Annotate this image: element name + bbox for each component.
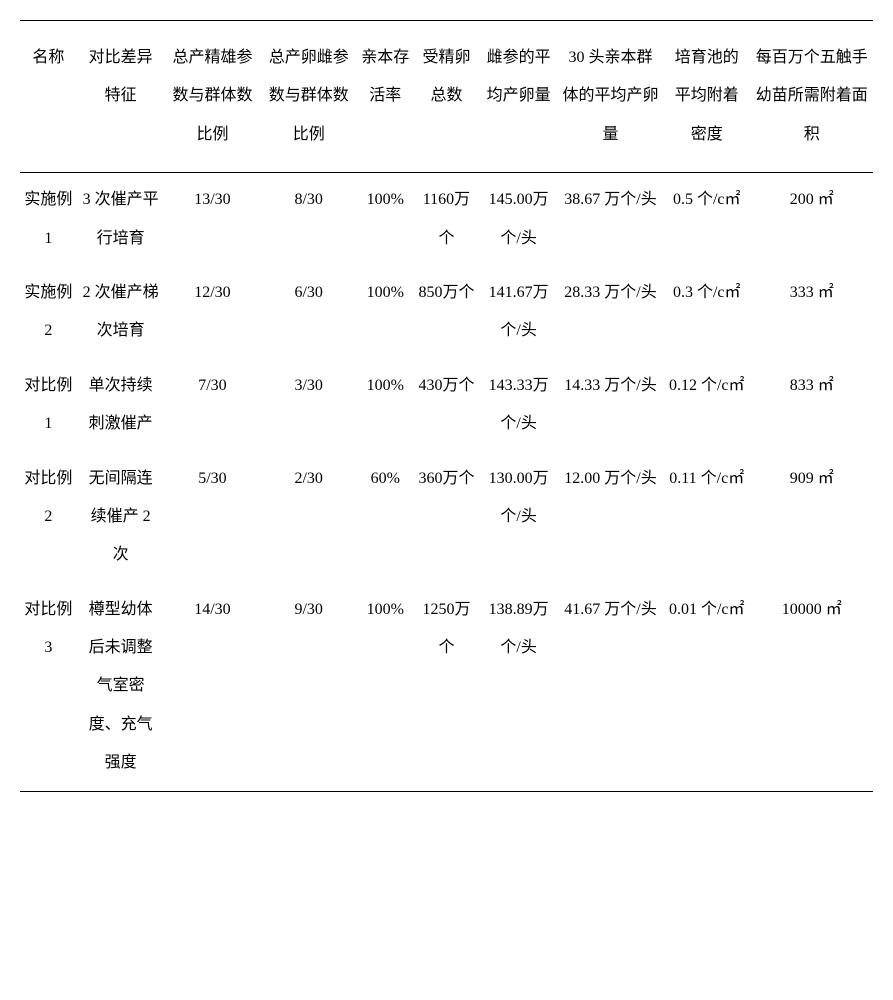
cell-groupAvgEggs: 38.67 万个/头	[558, 173, 663, 266]
cell-totalEggs: 360万个	[414, 452, 480, 583]
column-header-name: 名称	[20, 21, 77, 173]
cell-feature: 樽型幼体后未调整气室密度、充气强度	[77, 583, 164, 791]
column-header-femaleRatio: 总产卵雌参数与群体数比例	[261, 21, 357, 173]
cell-femaleRatio: 3/30	[261, 359, 357, 452]
column-header-groupAvgEggs: 30 头亲本群体的平均产卵量	[558, 21, 663, 173]
cell-survivalRate: 100%	[357, 266, 414, 359]
cell-name: 对比例 3	[20, 583, 77, 791]
cell-maleRatio: 14/30	[164, 583, 260, 791]
column-header-totalEggs: 受精卵总数	[414, 21, 480, 173]
cell-avgFemaleEggs: 145.00万个/头	[479, 173, 558, 266]
table-row: 对比例 3樽型幼体后未调整气室密度、充气强度14/309/30100%1250万…	[20, 583, 873, 791]
cell-avgFemaleEggs: 130.00万个/头	[479, 452, 558, 583]
cell-maleRatio: 5/30	[164, 452, 260, 583]
cell-avgFemaleEggs: 138.89万个/头	[479, 583, 558, 791]
cell-survivalRate: 100%	[357, 359, 414, 452]
cell-feature: 2 次催产梯次培育	[77, 266, 164, 359]
cell-name: 对比例 2	[20, 452, 77, 583]
table-row: 实施例 13 次催产平行培育13/308/30100%1160万个145.00万…	[20, 173, 873, 266]
column-header-areaPerMillion: 每百万个五触手幼苗所需附着面积	[750, 21, 873, 173]
cell-totalEggs: 430万个	[414, 359, 480, 452]
cell-name: 对比例 1	[20, 359, 77, 452]
cell-femaleRatio: 6/30	[261, 266, 357, 359]
cell-groupAvgEggs: 14.33 万个/头	[558, 359, 663, 452]
column-header-maleRatio: 总产精雄参数与群体数比例	[164, 21, 260, 173]
table-row: 实施例 22 次催产梯次培育12/306/30100%850万个141.67万个…	[20, 266, 873, 359]
cell-survivalRate: 100%	[357, 583, 414, 791]
cell-maleRatio: 12/30	[164, 266, 260, 359]
cell-groupAvgEggs: 28.33 万个/头	[558, 266, 663, 359]
cell-femaleRatio: 2/30	[261, 452, 357, 583]
cell-name: 实施例 1	[20, 173, 77, 266]
cell-areaPerMillion: 10000 ㎡	[750, 583, 873, 791]
cell-femaleRatio: 9/30	[261, 583, 357, 791]
cell-attachDensity: 0.11 个/c㎡	[663, 452, 750, 583]
column-header-survivalRate: 亲本存活率	[357, 21, 414, 173]
cell-avgFemaleEggs: 143.33万个/头	[479, 359, 558, 452]
cell-feature: 单次持续刺激催产	[77, 359, 164, 452]
cell-groupAvgEggs: 41.67 万个/头	[558, 583, 663, 791]
cell-totalEggs: 1250万个	[414, 583, 480, 791]
cell-maleRatio: 7/30	[164, 359, 260, 452]
cell-attachDensity: 0.12 个/c㎡	[663, 359, 750, 452]
cell-attachDensity: 0.01 个/c㎡	[663, 583, 750, 791]
cell-areaPerMillion: 333 ㎡	[750, 266, 873, 359]
cell-areaPerMillion: 200 ㎡	[750, 173, 873, 266]
column-header-attachDensity: 培育池的平均附着密度	[663, 21, 750, 173]
cell-name: 实施例 2	[20, 266, 77, 359]
cell-attachDensity: 0.3 个/c㎡	[663, 266, 750, 359]
table-body: 实施例 13 次催产平行培育13/308/30100%1160万个145.00万…	[20, 173, 873, 791]
cell-maleRatio: 13/30	[164, 173, 260, 266]
cell-totalEggs: 1160万个	[414, 173, 480, 266]
table-row: 对比例 2无间隔连续催产 2 次5/302/3060%360万个130.00万个…	[20, 452, 873, 583]
cell-survivalRate: 100%	[357, 173, 414, 266]
column-header-feature: 对比差异特征	[77, 21, 164, 173]
cell-femaleRatio: 8/30	[261, 173, 357, 266]
table-row: 对比例 1单次持续刺激催产7/303/30100%430万个143.33万个/头…	[20, 359, 873, 452]
cell-totalEggs: 850万个	[414, 266, 480, 359]
cell-feature: 无间隔连续催产 2 次	[77, 452, 164, 583]
data-table: 名称对比差异特征总产精雄参数与群体数比例总产卵雌参数与群体数比例亲本存活率受精卵…	[20, 20, 873, 792]
cell-avgFemaleEggs: 141.67万个/头	[479, 266, 558, 359]
table-header-row: 名称对比差异特征总产精雄参数与群体数比例总产卵雌参数与群体数比例亲本存活率受精卵…	[20, 21, 873, 173]
cell-feature: 3 次催产平行培育	[77, 173, 164, 266]
column-header-avgFemaleEggs: 雌参的平均产卵量	[479, 21, 558, 173]
cell-areaPerMillion: 833 ㎡	[750, 359, 873, 452]
cell-groupAvgEggs: 12.00 万个/头	[558, 452, 663, 583]
cell-survivalRate: 60%	[357, 452, 414, 583]
cell-attachDensity: 0.5 个/c㎡	[663, 173, 750, 266]
cell-areaPerMillion: 909 ㎡	[750, 452, 873, 583]
